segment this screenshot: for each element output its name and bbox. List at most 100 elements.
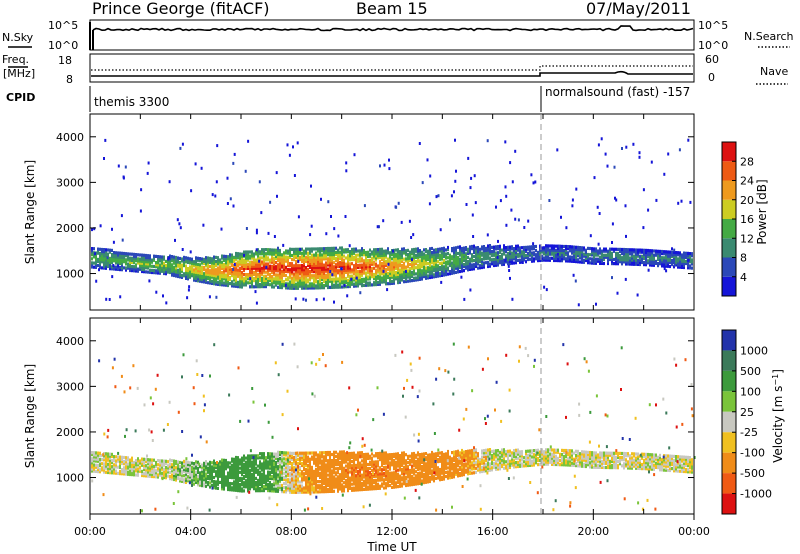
echo-cell [451, 263, 453, 267]
echo-cell [207, 256, 209, 260]
echo-cell [497, 245, 499, 249]
echo-cell [241, 275, 243, 279]
echo-cell [273, 269, 275, 273]
echo-cell [149, 470, 151, 474]
echo-cell [337, 279, 339, 283]
echo-cell [201, 257, 203, 261]
echo-cell [147, 256, 149, 260]
echo-cell [133, 465, 135, 469]
echo-cell [189, 473, 191, 477]
echo-cell [441, 255, 443, 259]
echo-cell [569, 249, 571, 253]
echo-cell [539, 258, 541, 263]
echo-cell [353, 264, 355, 268]
echo-cell [181, 473, 183, 477]
echo-cell [171, 465, 173, 469]
echo-cell [213, 265, 215, 269]
echo-cell [299, 468, 301, 472]
echo-cell [213, 259, 215, 263]
echo-cell [495, 263, 497, 267]
echo-cell [349, 252, 351, 256]
echo-cell [149, 268, 151, 272]
echo-cell [457, 260, 459, 264]
echo-cell [331, 483, 333, 487]
echo-cell [315, 286, 317, 290]
echo-cell [259, 274, 261, 278]
echo-cell [341, 264, 343, 269]
echo-cell [309, 469, 311, 474]
echo-cell [385, 249, 387, 253]
echo-cell [341, 260, 343, 264]
echo-cell [689, 200, 692, 204]
echo-cell [315, 476, 317, 480]
echo-cell [317, 257, 319, 261]
echo-cell [293, 476, 295, 480]
echo-cell [441, 251, 443, 255]
echo-cell [497, 247, 499, 251]
echo-cell [241, 487, 243, 491]
echo-cell [269, 452, 271, 456]
echo-cell [487, 250, 489, 254]
echo-cell [379, 247, 381, 251]
echo-cell [303, 472, 305, 476]
echo-cell [303, 278, 305, 282]
echo-cell [651, 259, 653, 263]
echo-cell [193, 476, 195, 480]
echo-cell [319, 471, 321, 475]
echo-cell [213, 257, 215, 261]
echo-cell [421, 258, 423, 263]
echo-cell [279, 263, 281, 267]
echo-cell [609, 257, 611, 262]
echo-cell [263, 266, 265, 270]
echo-cell [203, 476, 205, 480]
echo-cell [443, 273, 445, 277]
echo-cell [103, 250, 105, 254]
echo-cell [399, 256, 401, 260]
echo-cell [397, 276, 399, 281]
echo-cell [361, 271, 363, 275]
echo-cell [187, 462, 189, 466]
echo-cell [635, 252, 637, 256]
echo-cell [271, 248, 273, 252]
echo-cell [103, 262, 105, 266]
echo-cell [313, 278, 315, 282]
echo-cell [285, 286, 287, 290]
echo-cell [263, 472, 265, 476]
echo-cell [227, 283, 229, 288]
echo-cell [157, 269, 159, 273]
echo-cell [225, 463, 227, 467]
echo-cell [287, 461, 289, 465]
echo-cell [419, 267, 421, 271]
echo-cell [347, 278, 349, 282]
echo-cell [109, 466, 111, 471]
echo-cell [441, 253, 443, 257]
echo-cell [467, 251, 469, 255]
echo-cell [513, 247, 515, 251]
echo-cell [227, 465, 229, 469]
echo-cell [283, 269, 285, 273]
echo-cell [665, 262, 667, 266]
echo-cell [413, 254, 415, 258]
echo-cell [263, 478, 265, 482]
echo-cell [503, 262, 505, 266]
echo-cell [341, 252, 343, 256]
echo-cell [343, 248, 345, 252]
echo-cell [287, 486, 289, 490]
echo-cell [201, 484, 203, 488]
echo-cell [265, 278, 267, 282]
echo-cell [473, 246, 475, 250]
echo-cell [301, 486, 303, 490]
echo-cell [183, 474, 185, 478]
echo-cell [253, 460, 255, 464]
echo-cell [135, 267, 137, 271]
echo-cell [379, 164, 381, 168]
echo-cell [239, 285, 241, 289]
echo-cell [225, 261, 227, 265]
echo-cell [489, 262, 491, 266]
echo-cell [173, 467, 175, 471]
echo-cell [659, 249, 661, 253]
echo-cell [623, 250, 625, 254]
echo-cell [231, 486, 233, 490]
echo-cell [253, 472, 255, 476]
echo-cell [373, 283, 375, 287]
